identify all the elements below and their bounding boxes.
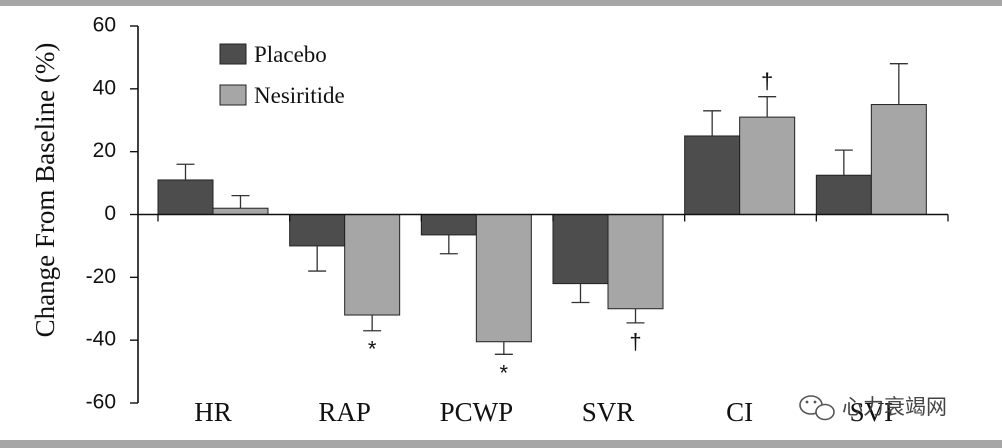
y-tick-label: 40 xyxy=(93,76,116,99)
y-tick-label: -60 xyxy=(86,391,116,414)
bar-placebo-svr xyxy=(552,214,609,285)
ticks-layer: 60 40 20 0 -20 -40 -60 xyxy=(86,14,949,414)
y-tick-label: 0 xyxy=(104,202,116,225)
bar-placebo-pcwp xyxy=(420,214,477,236)
bar-placebo-hr xyxy=(157,179,214,215)
y-axis-label: Change From Baseline (%) xyxy=(30,43,60,338)
bar-nesiritide-svr xyxy=(607,214,664,310)
legend-label-placebo: Placebo xyxy=(254,42,327,67)
bar-nesiritide-hr xyxy=(212,207,269,215)
legend-swatch-placebo xyxy=(219,43,247,65)
watermark: 心力衰竭网 xyxy=(799,395,947,421)
bar-nesiritide-svi xyxy=(870,104,927,215)
annotation-rap: * xyxy=(368,337,377,362)
y-tick-label: -40 xyxy=(86,328,116,351)
category-label-svi: SVI xyxy=(850,397,894,427)
annotation-ci: † xyxy=(761,69,773,94)
y-tick-label: -20 xyxy=(86,265,116,288)
bar-placebo-svi xyxy=(815,174,872,216)
category-label-ci: CI xyxy=(726,397,753,427)
legend-swatch-nesiritide xyxy=(219,84,247,106)
category-label-pcwp: PCWP xyxy=(440,397,514,427)
top-rule xyxy=(0,0,1002,6)
legend-label-nesiritide: Nesiritide xyxy=(254,83,345,108)
wechat-icon xyxy=(799,395,835,421)
bar-placebo-rap xyxy=(289,214,346,247)
y-tick-label: 20 xyxy=(93,139,116,162)
y-tick-label: 60 xyxy=(93,14,116,37)
category-labels: HR RAP PCWP SVR CI SVI xyxy=(194,397,893,427)
bar-nesiritide-ci xyxy=(739,116,796,215)
bottom-rule xyxy=(0,440,1002,448)
category-label-rap: RAP xyxy=(318,397,371,427)
annotation-svr: † xyxy=(629,329,641,354)
annotation-pcwp: * xyxy=(500,360,509,385)
bar-placebo-ci xyxy=(684,135,741,215)
bar-nesiritide-rap xyxy=(344,214,401,316)
bar-nesiritide-pcwp xyxy=(475,214,532,343)
bars-layer: * * † † xyxy=(157,63,927,385)
legend: Placebo Nesiritide xyxy=(219,42,345,108)
watermark-text: 心力衰竭网 xyxy=(842,395,947,419)
category-label-svr: SVR xyxy=(582,397,635,427)
category-label-hr: HR xyxy=(194,397,232,427)
